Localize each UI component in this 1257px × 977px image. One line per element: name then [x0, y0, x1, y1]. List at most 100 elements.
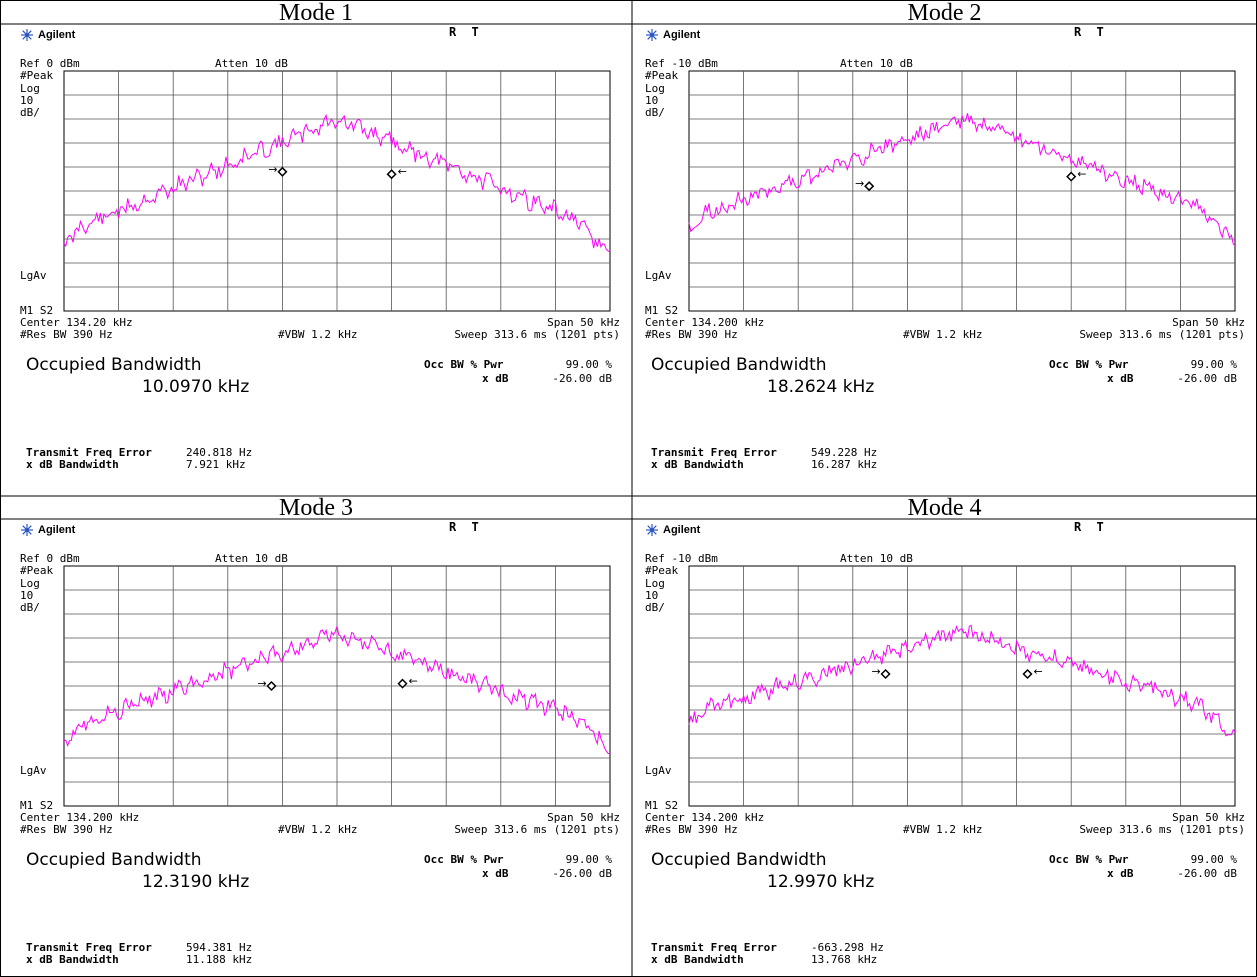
analyzer-screen-mode-2: Agilent R T Ref -10 dBm Atten 10 dB #Pea…	[641, 25, 1249, 494]
center-frequency: Center 134.200 kHz	[20, 811, 140, 824]
sweep-time: Sweep 313.6 ms (1201 pts)	[1079, 823, 1245, 836]
scale-unit: dB/	[645, 106, 665, 119]
spectrum-plot: →←	[688, 565, 1236, 807]
transmit-freq-error-value: 549.228 Hz	[811, 446, 878, 459]
measurement-title: Occupied Bandwidth	[651, 850, 827, 870]
transmit-freq-error-value: 240.818 Hz	[186, 446, 253, 459]
attenuation: Atten 10 dB	[840, 552, 913, 565]
right-marker-arrow-icon: ←	[409, 675, 418, 688]
sweep-time: Sweep 313.6 ms (1201 pts)	[454, 328, 620, 341]
sweep-time: Sweep 313.6 ms (1201 pts)	[454, 823, 620, 836]
occ-bw-pwr-label: Occ BW % Pwr	[1049, 358, 1129, 371]
status-indicators: R T	[449, 520, 483, 534]
agilent-logo-icon	[21, 524, 33, 536]
occupied-bandwidth-value: 12.3190 kHz	[142, 872, 250, 892]
video-bandwidth: #VBW 1.2 kHz	[278, 823, 358, 836]
scale-type: Log	[20, 577, 40, 590]
right-marker-diamond-icon	[1066, 171, 1077, 182]
transmit-freq-error-label: Transmit Freq Error	[26, 941, 152, 954]
status-indicators: R T	[1074, 520, 1108, 534]
agilent-logo-icon	[646, 29, 658, 41]
left-marker-arrow-icon: →	[268, 163, 277, 176]
transmit-freq-error-label: Transmit Freq Error	[26, 446, 152, 459]
mode-3-title: Mode 3	[279, 495, 353, 521]
graticule	[688, 565, 1236, 807]
ref-level: Ref 0 dBm	[20, 57, 80, 70]
brand-label: Agilent	[38, 524, 76, 536]
mode-4-title: Mode 4	[907, 495, 982, 521]
spectrum-trace	[688, 113, 1236, 247]
scale-value: 10	[20, 94, 34, 107]
x-db-label: x dB	[1107, 372, 1134, 385]
ref-level: Ref -10 dBm	[645, 57, 718, 70]
analyzer-screen-mode-4: Agilent R T Ref -10 dBm Atten 10 dB #Pea…	[641, 520, 1249, 976]
resolution-bandwidth: #Res BW 390 Hz	[645, 823, 738, 836]
average-mode: LgAv	[645, 269, 672, 282]
x-db-value: -26.00 dB	[552, 867, 612, 880]
right-marker-diamond-icon	[1022, 668, 1033, 680]
brand-label: Agilent	[663, 29, 701, 41]
video-bandwidth: #VBW 1.2 kHz	[278, 328, 358, 341]
graticule	[63, 70, 611, 312]
frequency-span: Span 50 kHz	[547, 811, 620, 824]
left-marker-arrow-icon: →	[855, 177, 864, 190]
left-marker-arrow-icon: →	[257, 677, 266, 690]
transmit-freq-error-value: 594.381 Hz	[186, 941, 253, 954]
video-bandwidth: #VBW 1.2 kHz	[903, 823, 983, 836]
x-db-bandwidth-label: x dB Bandwidth	[26, 953, 119, 966]
occupied-bandwidth-value: 12.9970 kHz	[767, 872, 875, 892]
agilent-logo-icon	[646, 524, 658, 536]
brand-label: Agilent	[663, 524, 701, 536]
x-db-bandwidth-value: 11.188 kHz	[186, 953, 253, 966]
left-marker-diamond-icon	[266, 680, 277, 692]
mode-1-title: Mode 1	[279, 0, 353, 26]
occ-bw-pwr-value: 99.00 %	[1190, 853, 1237, 866]
marker-mode: M1 S2	[20, 799, 54, 812]
attenuation: Atten 10 dB	[215, 552, 288, 565]
frequency-span: Span 50 kHz	[547, 316, 620, 329]
x-db-bandwidth-value: 16.287 kHz	[811, 458, 878, 471]
scale-type: Log	[20, 82, 40, 95]
scale-unit: dB/	[20, 601, 40, 614]
x-db-value: -26.00 dB	[552, 372, 612, 385]
scale-value: 10	[20, 589, 34, 602]
x-db-label: x dB	[482, 867, 509, 880]
marker-mode: M1 S2	[645, 304, 679, 317]
detector-mode: #Peak	[20, 69, 54, 82]
attenuation: Atten 10 dB	[215, 57, 288, 70]
ref-level: Ref -10 dBm	[645, 552, 718, 565]
left-marker-arrow-icon: →	[872, 665, 881, 678]
agilent-logo-icon	[21, 29, 33, 41]
occ-bw-pwr-label: Occ BW % Pwr	[1049, 853, 1129, 866]
marker-mode: M1 S2	[20, 304, 54, 317]
resolution-bandwidth: #Res BW 390 Hz	[20, 823, 113, 836]
left-marker-diamond-icon	[277, 166, 288, 177]
measurement-title: Occupied Bandwidth	[26, 355, 202, 375]
left-marker-diamond-icon	[880, 668, 891, 680]
marker-mode: M1 S2	[645, 799, 679, 812]
analyzer-screen-mode-1: Agilent R T Ref 0 dBm Atten 10 dB #Peak …	[16, 25, 624, 494]
scale-type: Log	[645, 577, 665, 590]
occ-bw-pwr-value: 99.00 %	[565, 358, 612, 371]
occ-bw-pwr-label: Occ BW % Pwr	[424, 853, 504, 866]
x-db-value: -26.00 dB	[1177, 372, 1237, 385]
spectrum-plot: →←	[63, 565, 611, 807]
x-db-label: x dB	[1107, 867, 1134, 880]
ref-level: Ref 0 dBm	[20, 552, 80, 565]
x-db-bandwidth-label: x dB Bandwidth	[26, 458, 119, 471]
x-db-bandwidth-label: x dB Bandwidth	[651, 953, 744, 966]
left-marker-diamond-icon	[864, 181, 875, 192]
transmit-freq-error-label: Transmit Freq Error	[651, 446, 777, 459]
graticule	[63, 565, 611, 807]
detector-mode: #Peak	[645, 69, 679, 82]
average-mode: LgAv	[20, 269, 47, 282]
scale-type: Log	[645, 82, 665, 95]
resolution-bandwidth: #Res BW 390 Hz	[20, 328, 113, 341]
spectrum-trace	[688, 624, 1236, 737]
x-db-value: -26.00 dB	[1177, 867, 1237, 880]
right-marker-arrow-icon: ←	[398, 165, 407, 178]
analyzer-screen-mode-3: Agilent R T Ref 0 dBm Atten 10 dB #Peak …	[16, 520, 624, 976]
scale-unit: dB/	[20, 106, 40, 119]
x-db-bandwidth-value: 7.921 kHz	[186, 458, 246, 471]
detector-mode: #Peak	[20, 564, 54, 577]
